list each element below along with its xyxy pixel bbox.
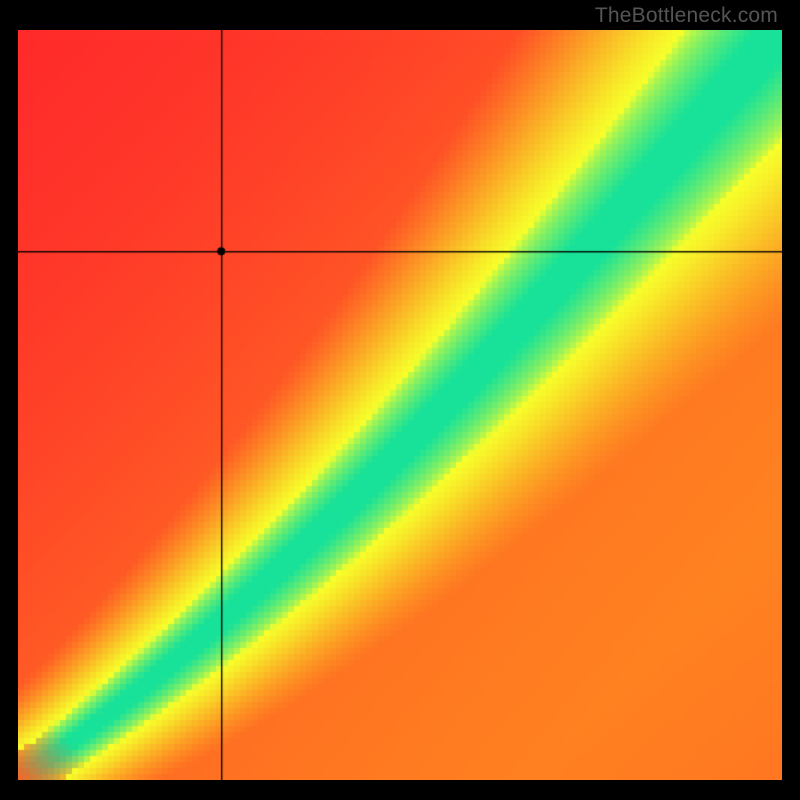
chart-container: TheBottleneck.com — [0, 0, 800, 800]
heatmap-canvas — [18, 30, 782, 780]
watermark-text: TheBottleneck.com — [595, 4, 778, 28]
